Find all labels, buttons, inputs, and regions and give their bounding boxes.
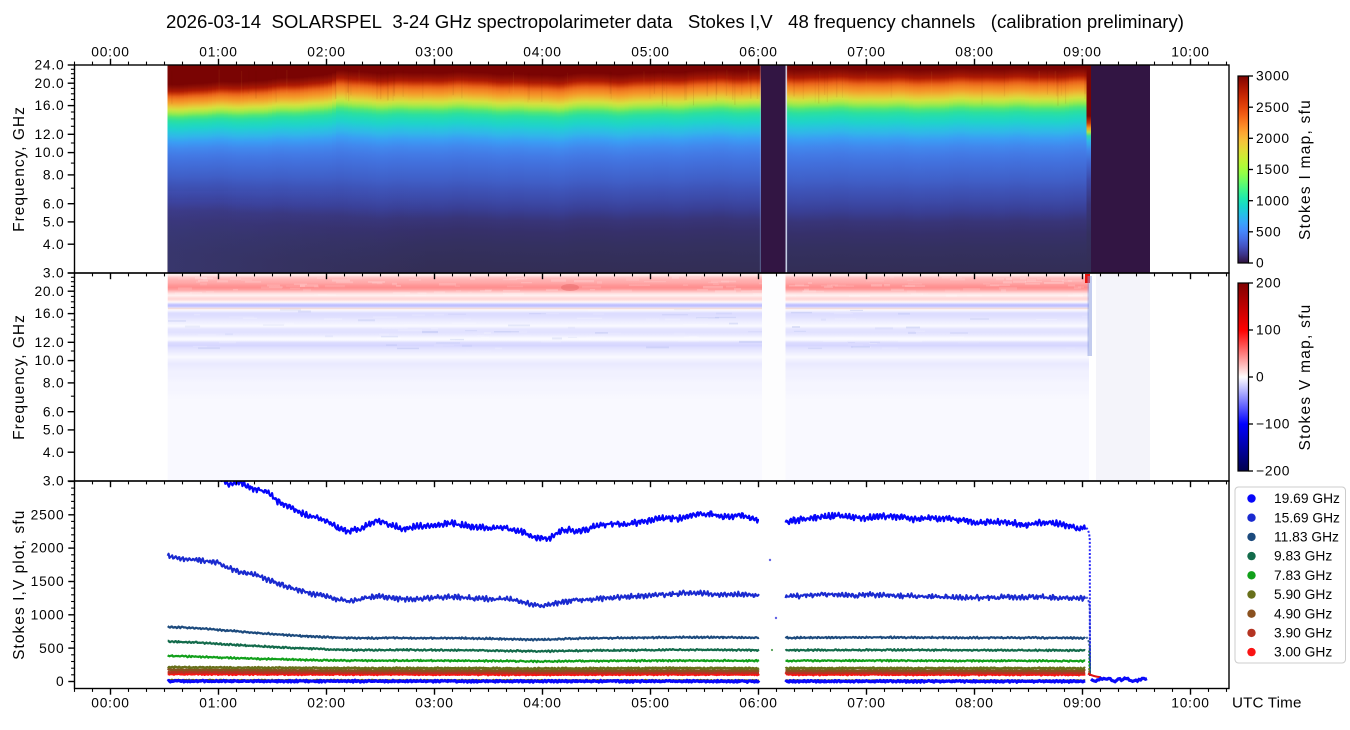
svg-text:01:00: 01:00 xyxy=(199,696,238,711)
svg-text:3000: 3000 xyxy=(1256,69,1290,84)
svg-text:10.0: 10.0 xyxy=(34,145,64,160)
svg-text:04:00: 04:00 xyxy=(523,696,562,711)
svg-text:1000: 1000 xyxy=(31,607,65,622)
svg-text:500: 500 xyxy=(1256,224,1281,239)
svg-text:09:00: 09:00 xyxy=(1063,696,1102,711)
svg-text:06:00: 06:00 xyxy=(739,45,778,60)
svg-text:20.0: 20.0 xyxy=(34,76,64,91)
svg-text:08:00: 08:00 xyxy=(955,45,994,60)
svg-text:7.83 GHz: 7.83 GHz xyxy=(1274,568,1332,583)
svg-text:12.0: 12.0 xyxy=(34,335,64,350)
svg-text:16.0: 16.0 xyxy=(34,306,64,321)
svg-text:24.0: 24.0 xyxy=(34,58,64,73)
svg-text:02:00: 02:00 xyxy=(307,696,346,711)
svg-text:07:00: 07:00 xyxy=(847,45,886,60)
svg-text:4.90 GHz: 4.90 GHz xyxy=(1274,606,1332,621)
svg-text:3.0: 3.0 xyxy=(43,266,65,281)
svg-text:00:00: 00:00 xyxy=(91,45,130,60)
svg-text:500: 500 xyxy=(39,641,64,656)
svg-text:2000: 2000 xyxy=(1256,131,1290,146)
svg-text:10.0: 10.0 xyxy=(34,353,64,368)
svg-text:4.0: 4.0 xyxy=(43,237,65,252)
svg-text:Stokes I map, sfu: Stokes I map, sfu xyxy=(1297,99,1314,240)
svg-text:6.0: 6.0 xyxy=(43,404,65,419)
svg-text:200: 200 xyxy=(1256,276,1281,291)
svg-text:−200: −200 xyxy=(1256,464,1290,479)
svg-text:2026-03-14 SOLARSPEL 3-24 GH: 2026-03-14 SOLARSPEL 3-24 GHz spectropol… xyxy=(166,11,1184,32)
svg-text:19.69 GHz: 19.69 GHz xyxy=(1274,491,1340,506)
svg-text:0: 0 xyxy=(56,674,64,689)
svg-text:09:00: 09:00 xyxy=(1063,45,1102,60)
svg-text:12.0: 12.0 xyxy=(34,127,64,142)
svg-text:1000: 1000 xyxy=(1256,193,1290,208)
svg-text:8.0: 8.0 xyxy=(43,375,65,390)
svg-text:Stokes I,V plot, sfu: Stokes I,V plot, sfu xyxy=(11,510,28,660)
svg-text:07:00: 07:00 xyxy=(847,696,886,711)
svg-text:5.0: 5.0 xyxy=(43,423,65,438)
svg-text:0: 0 xyxy=(1256,370,1264,385)
svg-text:03:00: 03:00 xyxy=(415,45,454,60)
svg-text:3.90 GHz: 3.90 GHz xyxy=(1274,626,1332,641)
svg-text:02:00: 02:00 xyxy=(307,45,346,60)
svg-text:15.69 GHz: 15.69 GHz xyxy=(1274,510,1340,525)
svg-text:20.0: 20.0 xyxy=(34,284,64,299)
svg-text:2500: 2500 xyxy=(1256,100,1290,115)
svg-text:11.83 GHz: 11.83 GHz xyxy=(1274,530,1339,545)
svg-text:1500: 1500 xyxy=(31,574,65,589)
svg-text:3.0: 3.0 xyxy=(43,474,65,489)
svg-text:9.83 GHz: 9.83 GHz xyxy=(1274,549,1332,564)
svg-text:4.0: 4.0 xyxy=(43,445,65,460)
svg-text:8.0: 8.0 xyxy=(43,167,65,182)
svg-text:UTC Time: UTC Time xyxy=(1232,695,1302,712)
svg-text:5.0: 5.0 xyxy=(43,215,65,230)
svg-text:0: 0 xyxy=(1256,256,1264,271)
svg-text:05:00: 05:00 xyxy=(631,696,670,711)
svg-text:5.90 GHz: 5.90 GHz xyxy=(1274,587,1332,602)
svg-text:16.0: 16.0 xyxy=(34,98,64,113)
svg-text:2500: 2500 xyxy=(31,507,65,522)
svg-text:3.00 GHz: 3.00 GHz xyxy=(1274,645,1332,660)
svg-text:Stokes V map, sfu: Stokes V map, sfu xyxy=(1297,303,1314,450)
svg-text:10:00: 10:00 xyxy=(1171,696,1210,711)
svg-text:Frequency, GHz: Frequency, GHz xyxy=(11,106,28,232)
svg-text:08:00: 08:00 xyxy=(955,696,994,711)
svg-text:01:00: 01:00 xyxy=(199,45,238,60)
svg-text:1500: 1500 xyxy=(1256,162,1290,177)
svg-text:100: 100 xyxy=(1256,323,1281,338)
svg-text:03:00: 03:00 xyxy=(415,696,454,711)
svg-text:Frequency, GHz: Frequency, GHz xyxy=(11,314,28,440)
svg-text:2000: 2000 xyxy=(31,541,65,556)
svg-text:10:00: 10:00 xyxy=(1171,45,1210,60)
svg-text:05:00: 05:00 xyxy=(631,45,670,60)
svg-text:04:00: 04:00 xyxy=(523,45,562,60)
svg-text:6.0: 6.0 xyxy=(43,196,65,211)
svg-text:06:00: 06:00 xyxy=(739,696,778,711)
svg-text:00:00: 00:00 xyxy=(91,696,130,711)
svg-text:−100: −100 xyxy=(1256,417,1290,432)
